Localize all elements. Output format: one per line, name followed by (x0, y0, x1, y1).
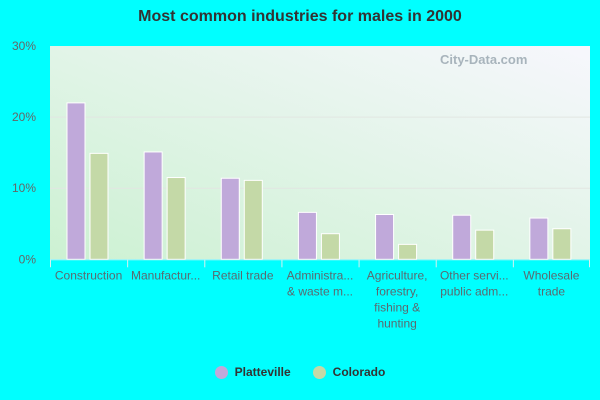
bar-colorado (89, 152, 109, 260)
bar-platteville (529, 217, 549, 260)
x-tick-label: Agriculture, forestry, fishing & hunting (367, 268, 428, 330)
x-tick-label: Retail trade (212, 268, 274, 282)
y-tick-label: 0% (19, 252, 37, 266)
bar-colorado (243, 179, 263, 260)
bar-platteville (66, 102, 86, 260)
x-tick-label: Construction (55, 268, 122, 282)
y-tick-label: 30% (12, 39, 36, 53)
chart-title: Most common industries for males in 2000 (138, 8, 462, 25)
y-tick-label: 10% (12, 181, 36, 195)
bar-platteville (375, 214, 395, 260)
bar-platteville (452, 214, 472, 260)
legend-label: Platteville (234, 365, 291, 379)
x-tick-label: Administra... & waste m... (287, 268, 354, 298)
legend-swatch (312, 365, 326, 379)
y-tick-label: 20% (12, 110, 36, 124)
x-tick-label: Manufactur... (131, 268, 200, 282)
bar-colorado (398, 243, 418, 260)
bar-platteville (220, 177, 240, 260)
x-tick-label: Wholesale trade (523, 268, 579, 298)
bar-colorado (166, 177, 186, 260)
bar-colorado (552, 228, 572, 260)
plot-area (50, 46, 590, 259)
legend-swatch (214, 365, 228, 379)
legend-item-colorado: Colorado (312, 365, 386, 379)
bar-colorado (475, 229, 495, 260)
watermark: City-Data.com (440, 52, 528, 67)
bar-colorado (320, 233, 340, 260)
bar-platteville (143, 151, 163, 260)
legend-label: Colorado (332, 365, 386, 379)
legend-item-platteville: Platteville (214, 365, 291, 379)
legend: Platteville Colorado (0, 365, 600, 379)
bar-platteville (297, 211, 317, 260)
x-tick-label: Other servi... public adm... (440, 268, 509, 298)
